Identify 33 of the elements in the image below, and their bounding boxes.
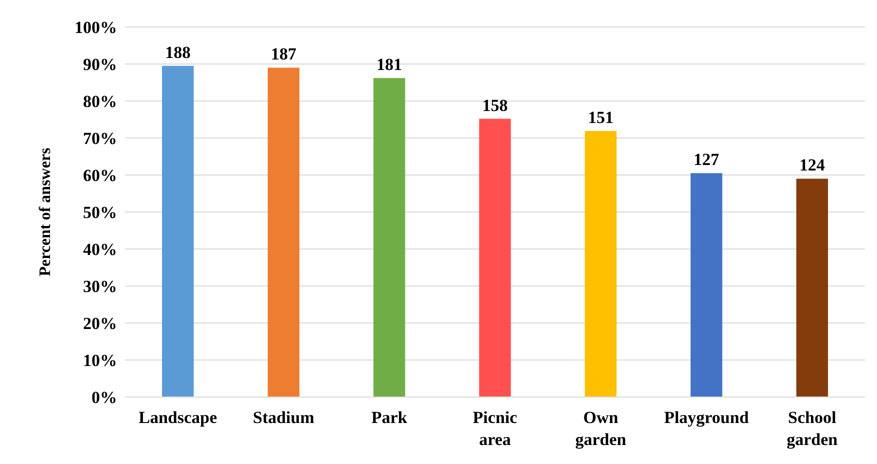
annotation: 127 [694,150,720,170]
annotation: 124 [799,156,826,175]
x-tick-label: Stadium [252,408,314,427]
bar [584,130,617,397]
bar [268,68,300,397]
y-tick-label: 20% [83,314,117,333]
x-tick-label: Own garden [575,408,627,449]
y-tick-label: 70% [83,128,117,148]
y-tick-label: 30% [83,276,117,296]
y-tick-label: 80% [83,92,117,111]
y-tick-label: 90% [83,54,117,74]
bar [373,78,406,397]
y-tick-label: 50% [83,202,117,222]
y-tick-label: 60% [83,166,117,185]
annotation: 188 [165,42,191,62]
bar [162,66,194,397]
annotation: 181 [376,55,402,74]
y-tick-label: 100% [74,18,117,37]
annotation: 151 [588,108,614,127]
y-tick-label: 10% [83,350,117,370]
y-tick-label: 40% [83,240,117,259]
bar [796,178,828,397]
annotation: 158 [482,96,508,115]
x-tick-label: Park [371,408,408,427]
x-tick-label: Picnic area [472,408,518,449]
y-tick-label: 0% [92,388,117,407]
y-axis-title: Percent of answers [37,148,54,276]
x-tick-label: School garden [786,408,838,449]
x-tick-label: Playground [664,408,750,427]
annotation: 187 [270,44,297,64]
bar [690,173,722,397]
x-tick-label: Landscape [138,408,218,427]
bar [479,118,511,397]
